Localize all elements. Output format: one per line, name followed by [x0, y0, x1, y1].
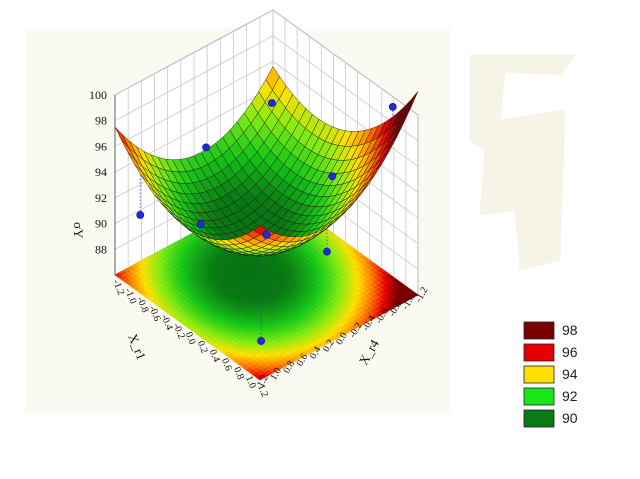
- observed-point: [268, 99, 276, 107]
- y-tick-label: 1.2: [255, 373, 271, 389]
- x-tick-label: 1.2: [255, 383, 270, 399]
- response-surface: [114, 66, 419, 257]
- legend-label: 98: [562, 322, 578, 338]
- y-tick-label: 0.8: [281, 359, 297, 375]
- observed-point: [196, 220, 205, 228]
- z-tick-label: 88: [95, 242, 107, 256]
- legend-label: 90: [562, 410, 578, 426]
- observed-point: [323, 247, 331, 256]
- z-tick-label: 100: [89, 88, 107, 102]
- legend-swatch: [523, 365, 555, 384]
- legend-label: 96: [562, 344, 578, 360]
- y-tick-label: 1.0: [268, 366, 284, 382]
- legend-swatch: [523, 321, 555, 340]
- z-axis-title: σY: [71, 222, 86, 239]
- z-tick-label: 94: [95, 165, 107, 179]
- observed-point: [388, 103, 397, 111]
- y-tick-label: 0.4: [308, 345, 324, 361]
- x-tick-label: 0.8: [231, 366, 246, 382]
- z-tick-label: 92: [95, 191, 107, 205]
- observed-point: [202, 143, 210, 152]
- y-tick-label: 0.0: [334, 331, 350, 347]
- watermark-logo: [469, 54, 576, 271]
- observed-point: [257, 337, 265, 345]
- tick-labels: 100989694929088-1.2-1.0-0.8-0.6-0.4-0.20…: [89, 88, 431, 399]
- floor-cell: [255, 374, 265, 381]
- z-tick-label: 96: [95, 139, 107, 153]
- legend-swatch: [523, 409, 555, 428]
- y-tick-label: 0.6: [295, 352, 311, 368]
- observed-points: [136, 99, 397, 345]
- z-tick-label: 90: [95, 217, 107, 231]
- legend-swatch: [523, 343, 555, 362]
- y-tick-label: 0.2: [321, 338, 337, 354]
- x-tick-label: 0.2: [195, 339, 210, 355]
- x-tick-label: 1.0: [243, 374, 258, 390]
- observed-point: [328, 172, 337, 181]
- legend: 98 96 94 92 90: [523, 321, 578, 428]
- observed-point: [262, 230, 271, 239]
- legend-label: 94: [562, 366, 578, 382]
- x-tick-label: 0.6: [219, 357, 234, 373]
- z-tick-label: 98: [95, 114, 107, 128]
- x-tick-label: 0.4: [207, 348, 222, 364]
- legend-swatch: [523, 387, 555, 406]
- observed-point: [136, 211, 145, 219]
- x-tick-label: 0.0: [183, 331, 198, 347]
- legend-label: 92: [562, 388, 578, 404]
